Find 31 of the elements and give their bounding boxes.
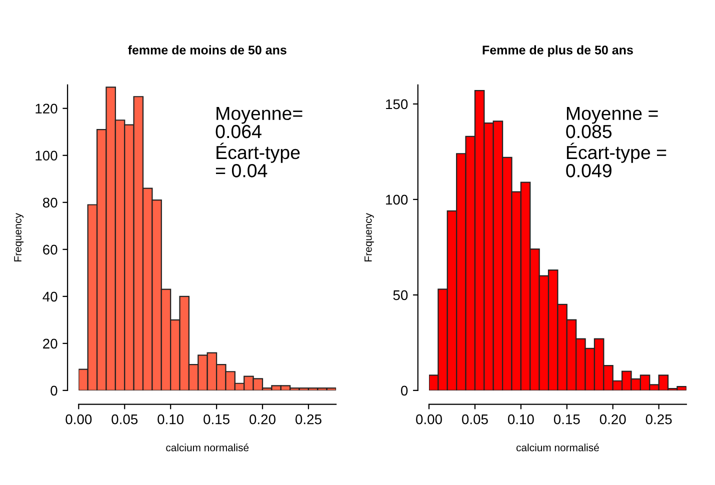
y-tick-label: 120 <box>36 104 58 114</box>
y-axis-title: Frequency <box>14 213 24 262</box>
x-tick-label: 0.25 <box>646 414 672 424</box>
x-tick-label: 0.00 <box>66 414 92 424</box>
x-tick-label: 0.05 <box>462 414 488 424</box>
x-tick-label: 0.10 <box>158 414 184 424</box>
y-tick-label: 100 <box>386 194 408 205</box>
annotation: Moyenne= 0.064 Écart-type = 0.04 <box>216 106 302 178</box>
chart-title: femme de moins de 50 ans <box>128 45 286 54</box>
y-tick-label: 0 <box>400 386 408 396</box>
annotation: Moyenne = 0.085 Écart-type = 0.049 <box>566 106 666 178</box>
y-tick-label: 150 <box>386 99 408 110</box>
y-tick-label: 40 <box>42 292 58 302</box>
y-tick-label: 50 <box>393 290 408 300</box>
x-axis-title: calcium normalisé <box>166 444 249 452</box>
y-tick-label: 0 <box>50 386 58 396</box>
y-tick-label: 100 <box>36 150 58 161</box>
x-axis-title: calcium normalisé <box>516 444 599 452</box>
x-tick-label: 0.00 <box>416 414 442 424</box>
x-tick-label: 0.10 <box>508 414 534 424</box>
x-tick-label: 0.15 <box>204 414 230 424</box>
x-tick-label: 0.20 <box>250 414 276 424</box>
x-tick-label: 0.05 <box>112 414 138 424</box>
y-tick-label: 60 <box>43 244 58 255</box>
chart-title: Femme de plus de 50 ans <box>482 45 633 57</box>
y-axis-title: Frequency <box>364 213 374 262</box>
x-tick-label: 0.20 <box>600 414 626 424</box>
x-tick-label: 0.15 <box>554 414 580 424</box>
y-tick-label: 20 <box>43 338 58 349</box>
x-tick-label: 0.25 <box>296 414 322 424</box>
y-tick-label: 80 <box>42 198 58 208</box>
